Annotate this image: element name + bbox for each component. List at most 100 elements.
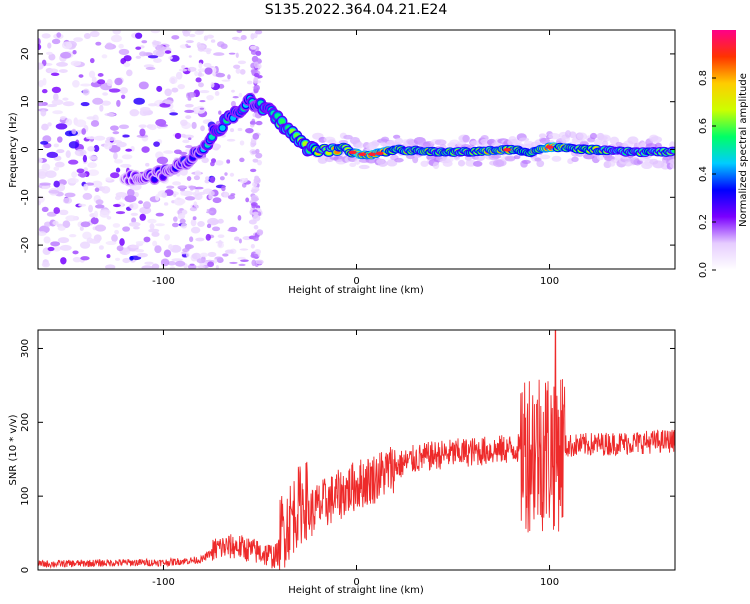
spectrogram-cell [223, 191, 229, 198]
spectrogram-cell [239, 248, 249, 251]
spectrogram-cell [150, 30, 161, 34]
spectrogram-cell [194, 70, 199, 77]
spectrogram-cell [173, 193, 177, 198]
spectrogram-cell [58, 69, 68, 73]
spectrogram-cell [114, 159, 123, 164]
spectrogram-cell [126, 188, 135, 197]
spectrogram-cell [219, 176, 225, 181]
spectrogram-cell [41, 33, 51, 39]
figure-title: S135.2022.364.04.21.E24 [265, 2, 448, 18]
spectrogram-cell [194, 170, 202, 177]
spectrogram-cell [62, 197, 73, 204]
spectrogram-cell [377, 160, 388, 167]
spectrogram-hotspot [348, 150, 357, 155]
spectrogram-cell [187, 91, 196, 98]
spectrogram-cell [82, 192, 93, 200]
y-tick-label: -20 [20, 237, 31, 253]
spectrogram-cell [236, 30, 242, 34]
spectrogram-cell [178, 68, 188, 72]
spectrogram-cell [79, 241, 91, 249]
spectrogram-cell [79, 226, 84, 231]
spectrogram-cell [118, 43, 124, 49]
spectrogram-cell [78, 203, 87, 207]
y-tick-label: 100 [20, 487, 31, 506]
spectrogram-cell [210, 81, 215, 88]
spectrogram-cell [206, 34, 214, 39]
spectrogram-cell [182, 139, 190, 144]
spectrogram-cell [207, 251, 217, 258]
spectrogram-cell [41, 261, 50, 268]
snr-series-line [38, 330, 675, 570]
spectrogram-cell [238, 92, 243, 98]
spectrogram-cell [231, 89, 235, 93]
spectrogram-cell [197, 220, 205, 228]
spectrogram-cell [215, 72, 226, 78]
spectrogram-cell [187, 66, 197, 72]
spectrogram-cell [113, 152, 118, 160]
spectrogram-cell [194, 30, 204, 35]
spectrogram-cell [130, 212, 139, 216]
spectrogram-cell [164, 100, 174, 105]
spectrogram-cell [349, 162, 357, 167]
spectrogram-cell [189, 185, 194, 191]
spectrogram-cell [76, 168, 85, 174]
spectrogram-cell [80, 83, 92, 87]
y-tick-label: 200 [20, 413, 31, 432]
snr-marks [38, 330, 675, 570]
spectrogram-cell [86, 237, 94, 244]
spectrogram-cell [237, 127, 243, 132]
spectrogram-cell [224, 172, 228, 176]
spectrogram-cell [252, 133, 260, 140]
spectrogram-cell [43, 236, 51, 244]
spectrogram-cell [252, 214, 261, 222]
spectrogram-cell [196, 265, 206, 269]
spectrogram-cell [93, 210, 99, 219]
spectrogram-cell [105, 177, 113, 181]
spectrogram-cell [112, 223, 121, 228]
spectrogram-cell [177, 185, 188, 190]
spectrogram-cell [135, 249, 145, 253]
spectrogram-cell [138, 81, 149, 90]
spectrogram-cell [57, 237, 70, 244]
spectrogram-cell [53, 93, 59, 102]
spectrogram-cell [239, 157, 245, 163]
spectrogram-ridge-cell [151, 176, 158, 183]
spectrogram-cell [94, 135, 106, 141]
spectrogram-cell [47, 42, 52, 49]
spectrogram-cell [78, 74, 84, 78]
spectrogram-cell [50, 241, 61, 247]
spectrogram-cell [255, 152, 263, 159]
spectrogram-cell [136, 252, 148, 258]
spectrogram-cell [491, 154, 502, 159]
spectrogram-cell [90, 120, 100, 127]
spectrogram-cell [184, 103, 194, 108]
spectrogram-cell [599, 134, 611, 142]
spectrogram-cell [358, 164, 370, 170]
spectrogram-cell [462, 134, 470, 143]
spectrogram-cell [124, 194, 137, 203]
spectrogram-cell [175, 260, 186, 267]
spectrogram-cell [60, 51, 72, 59]
spectrogram-cell [239, 178, 248, 184]
spectrogram-cell [105, 264, 116, 269]
spectrogram-cell [538, 133, 547, 139]
spectrogram-cell [38, 80, 44, 88]
spectrogram-cell [99, 211, 110, 218]
spectrogram-cell [180, 223, 187, 229]
spectrogram-cell [110, 125, 119, 131]
spectrogram-hotspot [375, 151, 384, 156]
spectrogram-cell [46, 51, 53, 56]
spectrogram-cell [457, 159, 466, 167]
spectrogram-cell [135, 240, 145, 245]
spectrogram-cell [237, 60, 247, 65]
spectrogram-cell [154, 245, 162, 254]
spectrogram-cell [41, 206, 49, 213]
spectrogram-cell [185, 252, 190, 258]
spectrogram-cell [80, 221, 91, 228]
spectrogram-cell [115, 167, 121, 173]
spectrogram-cell [86, 116, 96, 120]
spectrogram-cell [252, 211, 259, 216]
x-tick-label: -100 [152, 276, 175, 287]
spectrogram-cell [139, 128, 146, 137]
spectrogram-cell [139, 106, 151, 112]
